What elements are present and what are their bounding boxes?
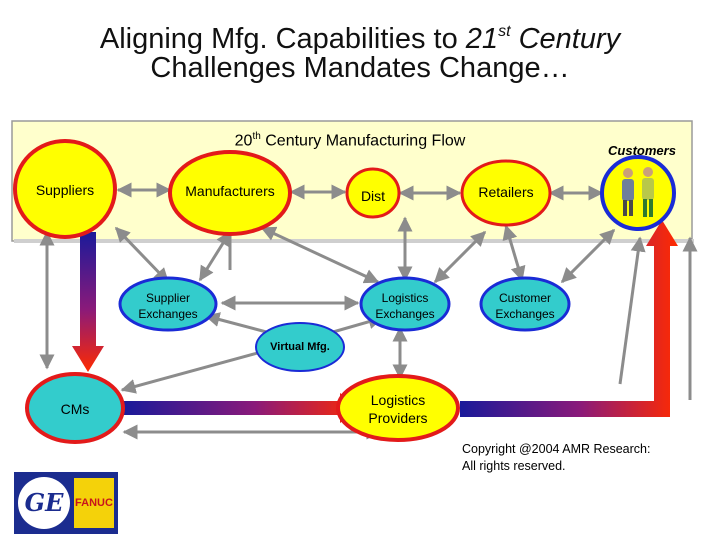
title-line1-number: 21 (465, 23, 499, 55)
page-title: Aligning Mfg. Capabilities to 21st Centu… (0, 14, 720, 57)
title-line1-prefix: Aligning Mfg. Capabilities to (99, 23, 466, 55)
supplier-exchanges-line2: Exchanges (138, 307, 198, 321)
customer-exchanges-node (479, 276, 571, 332)
manufacturers-node (168, 150, 292, 236)
virtual-mfg-label: Virtual Mfg. (270, 341, 330, 353)
supplier-exchanges-node (118, 276, 218, 332)
gradient-arrow-suppliers-cms (72, 232, 104, 372)
logistics-providers-line2: Providers (368, 410, 428, 426)
title-line1-suffix: Century (510, 23, 621, 55)
suppliers-node (13, 139, 117, 239)
arrow-customers-left (618, 236, 646, 385)
page-subtitle: Challenges Mandates Change… (150, 52, 570, 84)
fanuc-logo-mark: FANUC (74, 478, 114, 528)
logistics-exchanges-label: Logistics Exchanges (361, 290, 449, 322)
logistics-exchanges-line2: Exchanges (375, 307, 435, 321)
manufacturers-label: Manufacturers (185, 183, 275, 199)
retailers-label: Retailers (478, 184, 534, 200)
logistics-providers-node (336, 374, 460, 442)
copyright-line2: All rights reserved. (462, 459, 566, 473)
supplier-exchanges-label: Supplier Exchanges (120, 290, 216, 322)
copyright-line1: Copyright @2004 AMR Research: (462, 442, 651, 456)
dist-label: Dist (360, 188, 386, 204)
logistics-providers-line1: Logistics (370, 392, 426, 408)
connector-arrows (39, 182, 698, 440)
arrow-customerex-customers (560, 228, 616, 284)
copyright-notice: Copyright @2004 AMR Research: All rights… (462, 441, 650, 475)
gradient-arrow-cms-providers (124, 393, 362, 423)
arrow-customerex-retailers (502, 224, 526, 282)
gradient-flows (72, 220, 678, 423)
cms-label: CMs (60, 401, 90, 417)
arrow-logisticsex-retailers (433, 230, 487, 284)
flow-box-title: 20th Century Manufacturing Flow (150, 127, 550, 151)
customer-people-icon (622, 167, 654, 217)
ge-logo-mark: GE (18, 477, 70, 529)
gradient-arrow-providers-customers (460, 220, 678, 417)
arrow-logisticsex-manufacturers (260, 226, 380, 284)
flow-box-title-number: 20 (234, 132, 253, 150)
customer-exchanges-label: Customer Exchanges (481, 290, 569, 322)
dist-node (345, 167, 401, 219)
logistics-exchanges-node (359, 276, 451, 332)
arrow-virtual-supplierex (204, 312, 275, 336)
logistics-providers-label: Logistics Providers (340, 391, 456, 427)
arrow-virtual-cms (120, 346, 277, 394)
flow-box-title-superscript: th (252, 131, 261, 142)
flow-box-title-text: Century Manufacturing Flow (260, 132, 466, 150)
customer-exchanges-line1: Customer (498, 291, 551, 305)
arrow-supplierex-manufacturers (198, 230, 232, 282)
title-line1-superscript: st (498, 23, 511, 40)
customers-label: Customers (608, 143, 676, 158)
ge-fanuc-logo: GE FANUC (14, 472, 118, 534)
cms-node (25, 372, 125, 444)
suppliers-label: Suppliers (35, 182, 95, 198)
logistics-exchanges-line1: Logistics (381, 291, 429, 305)
customers-node (600, 155, 676, 231)
retailers-node (460, 159, 552, 227)
flow-box-shadow (14, 239, 694, 243)
virtual-mfg-node (255, 322, 345, 372)
customer-exchanges-line2: Exchanges (495, 307, 555, 321)
arrow-supplierex-suppliers (114, 226, 170, 284)
supplier-exchanges-line1: Supplier (145, 291, 191, 305)
